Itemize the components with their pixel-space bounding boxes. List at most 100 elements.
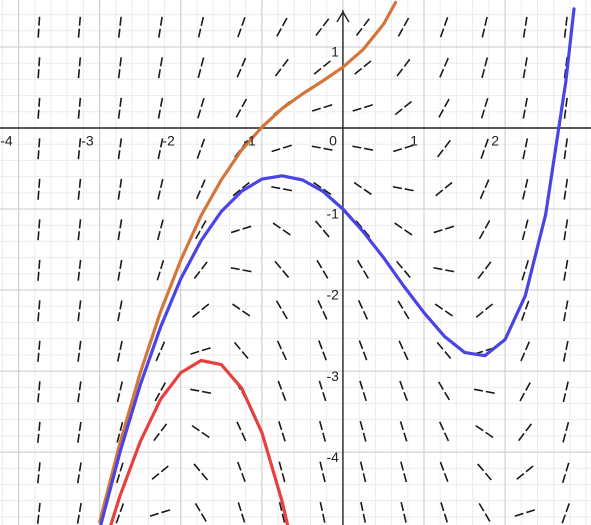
- slope-dash: [479, 178, 490, 200]
- slope-dash: [397, 16, 410, 37]
- slope-dash: [151, 464, 170, 480]
- slope-dash: [271, 144, 293, 153]
- slope-dash: [433, 266, 456, 273]
- x-tick-label: 1: [410, 133, 418, 149]
- slope-dash: [77, 96, 82, 119]
- slope-dash: [156, 218, 165, 241]
- slope-dash: [232, 303, 252, 318]
- slope-dash: [117, 56, 123, 79]
- slope-dash: [236, 56, 247, 78]
- slope-dash: [191, 424, 211, 439]
- slope-dash: [359, 461, 367, 484]
- slope-dash: [355, 220, 371, 239]
- slope-dash: [311, 103, 334, 112]
- solution-curve: [99, 7, 576, 525]
- slope-dash: [433, 225, 456, 234]
- slope-dash: [520, 299, 530, 321]
- slope-dash: [237, 502, 246, 524]
- slope-dash: [396, 58, 412, 77]
- slope-dash: [158, 15, 164, 38]
- solution-curve: [109, 358, 290, 525]
- slope-dash: [352, 103, 374, 112]
- slope-dash: [157, 96, 164, 119]
- slope-dash: [117, 218, 123, 241]
- y-tick-label: -3: [326, 368, 339, 384]
- x-tick-label: 0: [329, 133, 337, 149]
- slope-dash: [519, 381, 532, 402]
- slope-dash: [192, 302, 211, 318]
- slope-dash: [318, 340, 328, 362]
- slope-dash: [149, 508, 172, 517]
- slope-dash: [313, 181, 333, 196]
- slope-dash: [360, 501, 367, 524]
- slope-dash: [37, 177, 41, 200]
- slope-dash: [475, 424, 495, 439]
- slope-dash: [37, 15, 41, 38]
- slope-dash: [520, 340, 531, 362]
- slope-dash: [522, 177, 529, 200]
- slope-dash: [561, 502, 571, 524]
- slope-dash: [277, 380, 287, 402]
- slope-dash: [116, 461, 124, 484]
- slope-dash: [276, 16, 289, 37]
- slope-dash: [76, 501, 83, 524]
- slope-dash: [37, 299, 41, 322]
- slope-dash: [37, 218, 41, 241]
- slope-dash: [153, 422, 168, 442]
- slope-dash: [353, 181, 373, 196]
- axes: [0, 10, 591, 525]
- slope-dash: [155, 340, 166, 362]
- slope-dash: [37, 258, 41, 281]
- slope-dash: [194, 502, 208, 523]
- slope-dash: [117, 299, 123, 322]
- slope-dash: [116, 380, 124, 403]
- slope-dash: [230, 266, 253, 273]
- x-tick-label: -3: [81, 133, 94, 149]
- slope-dash: [190, 346, 212, 355]
- slope-dash: [117, 137, 123, 160]
- slope-dash: [197, 15, 205, 38]
- slope-dash: [359, 421, 367, 443]
- slope-dash: [400, 501, 408, 524]
- slope-dash: [562, 380, 570, 403]
- slope-dash: [522, 96, 529, 119]
- slope-dash: [115, 502, 125, 524]
- slope-dash: [563, 137, 569, 160]
- slope-dash: [563, 96, 569, 119]
- slope-dash: [37, 339, 41, 362]
- slope-dash: [563, 299, 569, 322]
- slope-dash: [278, 421, 287, 443]
- slope-dash: [274, 260, 290, 279]
- slope-dash: [77, 380, 82, 403]
- slope-dash: [438, 97, 451, 118]
- slope-dash: [237, 16, 247, 38]
- slope-dash: [233, 341, 250, 360]
- slope-dash: [315, 17, 330, 36]
- slope-dash: [190, 388, 213, 395]
- slope-dash: [77, 15, 82, 38]
- slope-dash: [439, 461, 449, 483]
- slope-dash: [522, 137, 529, 160]
- slope-dash: [37, 380, 41, 403]
- slope-dash: [36, 501, 41, 524]
- slope-dash: [236, 421, 247, 443]
- slope-dash: [316, 259, 329, 280]
- slope-dash: [356, 259, 370, 280]
- slope-dash: [77, 339, 82, 362]
- slope-dash: [481, 15, 489, 38]
- slope-dash: [272, 222, 292, 237]
- slope-dash: [563, 177, 569, 200]
- slope-dash: [77, 56, 82, 79]
- slope-dash: [518, 422, 533, 442]
- slope-dash: [400, 461, 408, 484]
- slope-dash: [77, 177, 82, 200]
- slope-dash: [37, 420, 41, 443]
- y-axis-arrow: [336, 10, 350, 23]
- slope-dash: [274, 58, 290, 77]
- slope-dash: [399, 421, 408, 443]
- slope-dash: [436, 341, 452, 360]
- x-tick-label: -4: [0, 133, 13, 149]
- slope-dash: [521, 218, 529, 241]
